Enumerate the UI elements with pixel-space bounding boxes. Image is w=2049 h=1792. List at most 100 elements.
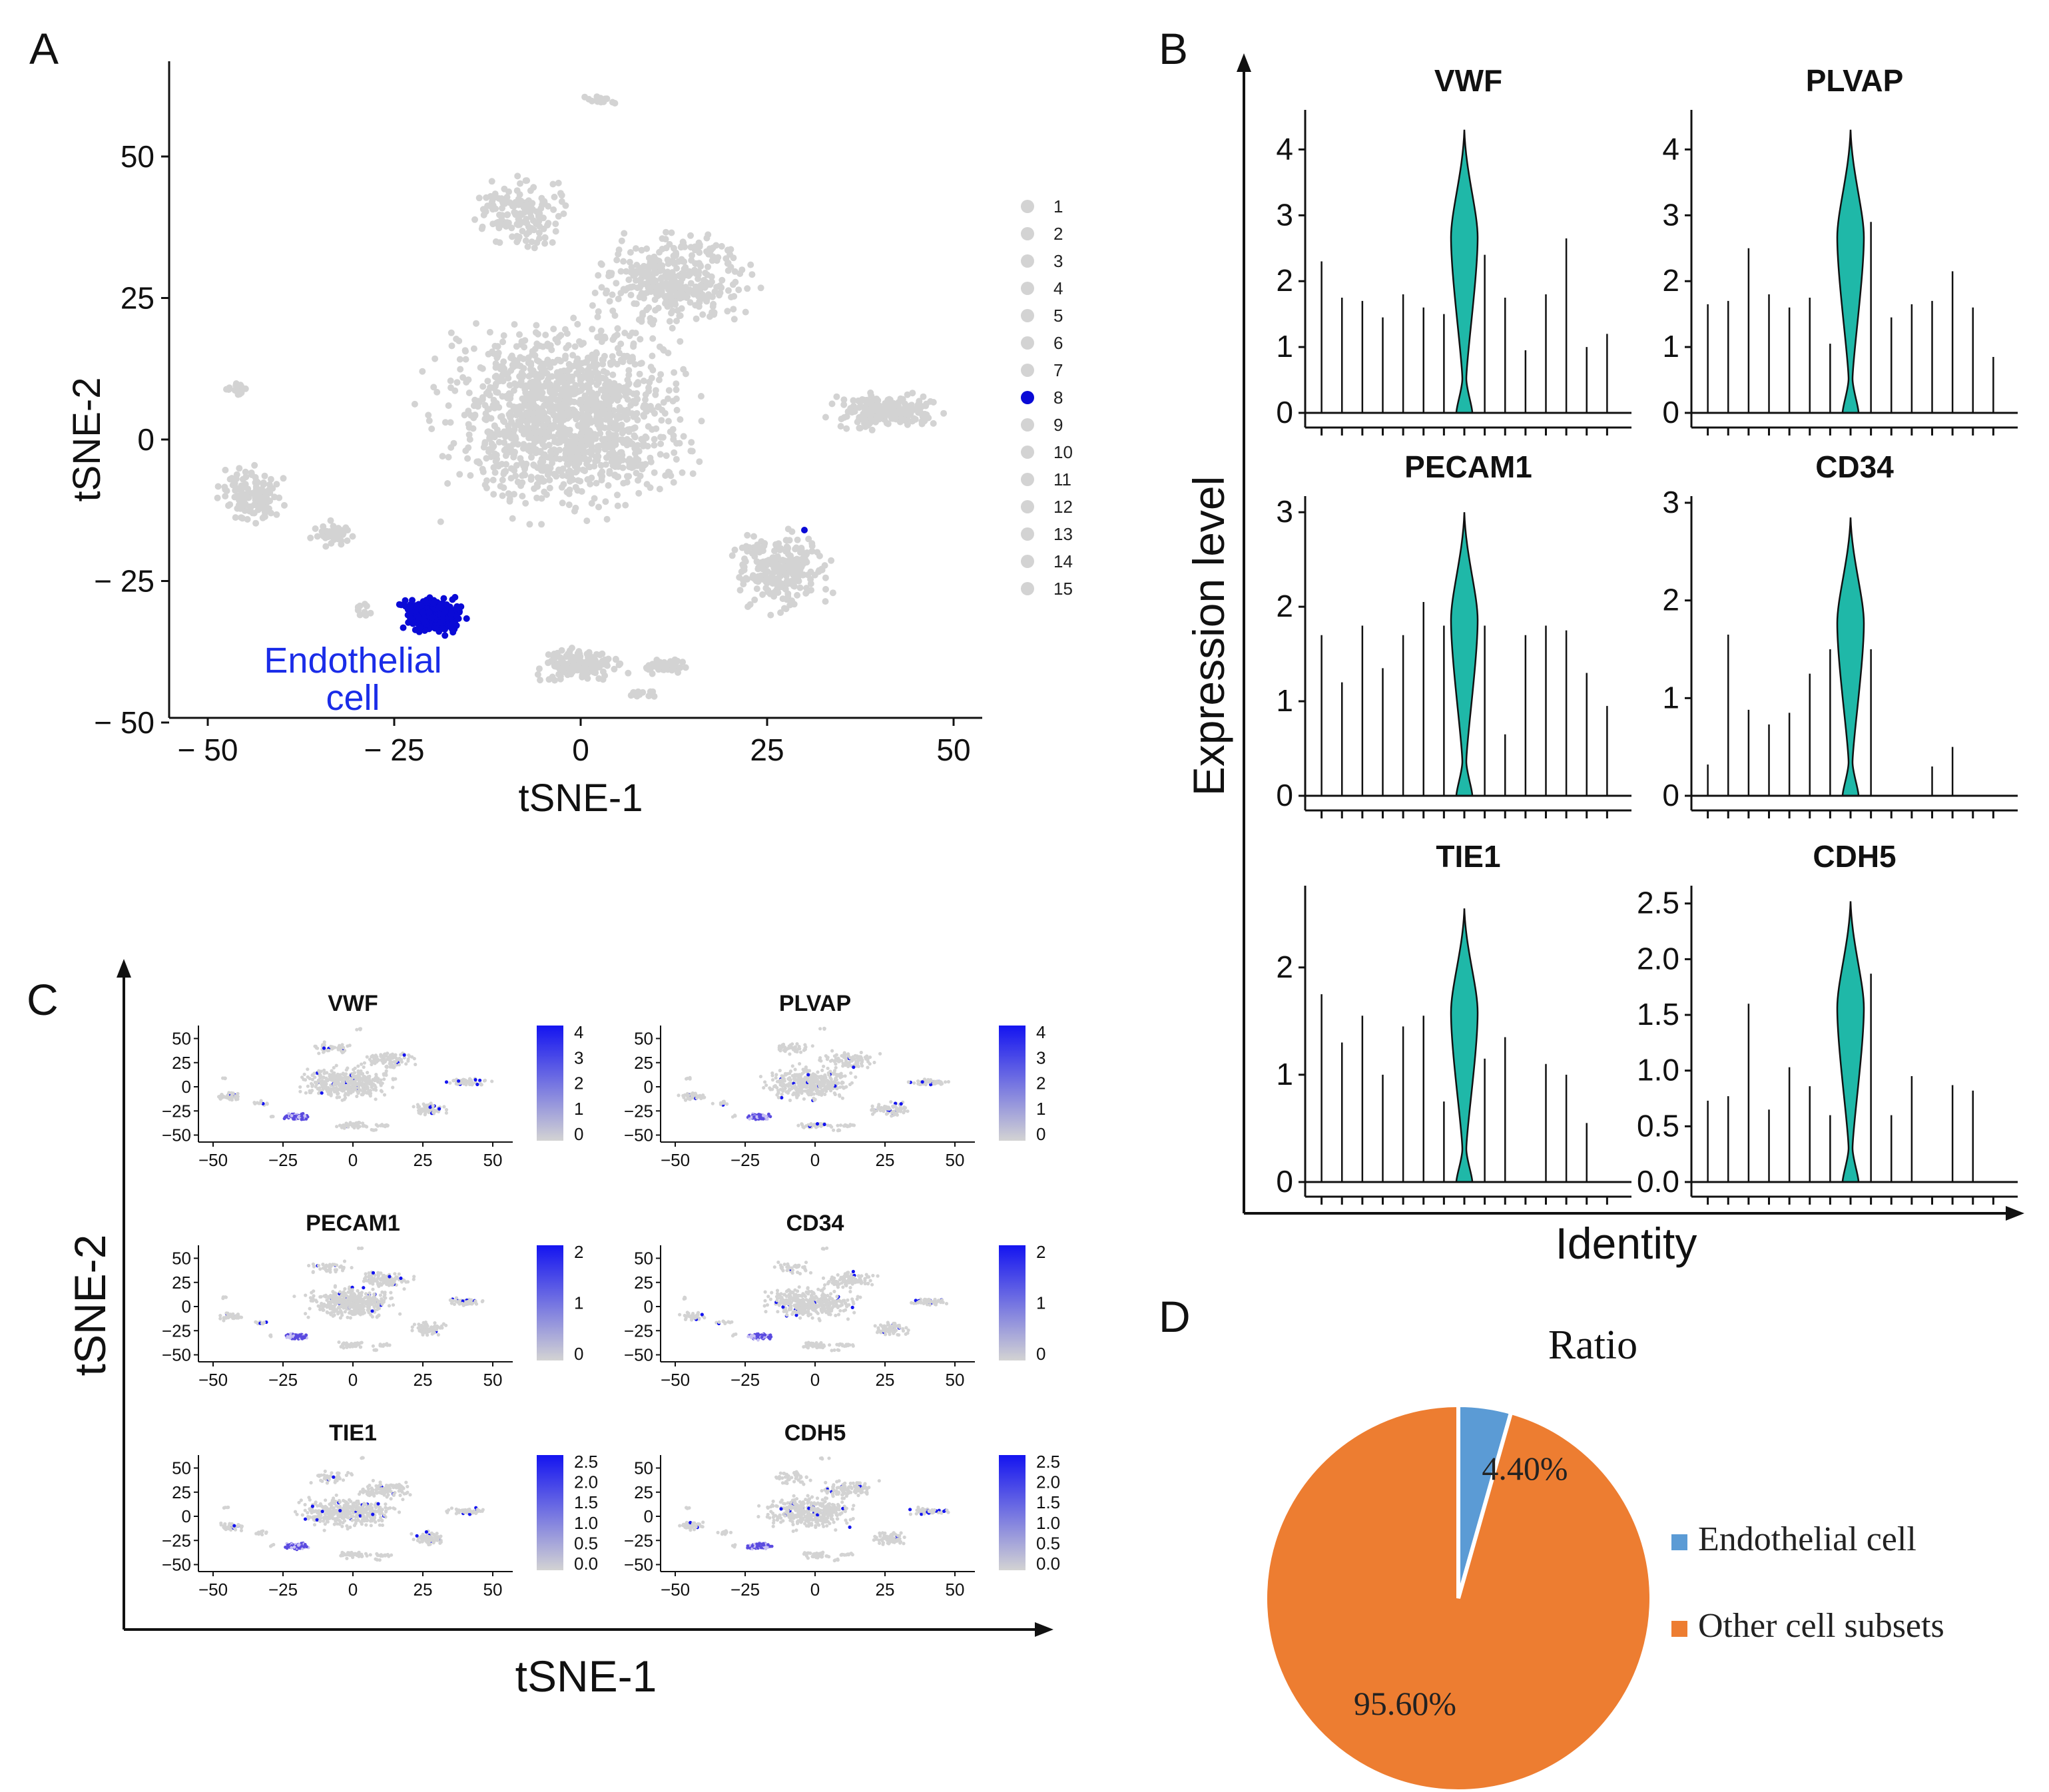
cell-point: [829, 589, 836, 597]
cell-point: [687, 448, 695, 455]
cell-point: [651, 469, 658, 476]
legend-label: 9: [1053, 415, 1063, 435]
cell-point: [605, 383, 612, 390]
cell-point: [500, 484, 507, 491]
colorbar-tick-label: 2: [574, 1073, 583, 1093]
feature-cell-point: [798, 1061, 802, 1066]
cell-point: [606, 405, 613, 412]
cell-point: [609, 291, 616, 298]
cell-point: [669, 324, 676, 332]
feature-cell-point: [394, 1059, 398, 1063]
cell-point: [280, 475, 287, 482]
cell-point: [546, 476, 553, 483]
cell-point: [652, 391, 659, 398]
cell-point: [261, 472, 268, 479]
cell-point: [492, 364, 499, 371]
colorbar-tick-label: 3: [574, 1047, 583, 1067]
cell-point: [705, 231, 712, 238]
feature-cell-point: [813, 1073, 817, 1077]
cell-point: [674, 307, 681, 314]
cell-point: [709, 257, 716, 264]
cell-point: [649, 335, 657, 342]
violin-shape-highlight: [1836, 901, 1865, 1183]
cell-point: [639, 310, 647, 317]
feature-cell-point: [339, 1075, 343, 1079]
cell-point: [615, 246, 623, 254]
cell-point: [731, 546, 738, 553]
feature-cell-point: [300, 1075, 304, 1079]
cell-point: [514, 441, 521, 448]
cell-point: [553, 455, 560, 462]
cell-point: [481, 439, 489, 446]
cell-point: [222, 486, 229, 493]
cell-point: [516, 331, 523, 338]
cell-point: [493, 372, 500, 380]
feature-cell-point: [916, 1079, 920, 1083]
legend-label: 14: [1053, 551, 1073, 571]
cell-point: [633, 469, 640, 477]
feature-endothelial-point: [292, 1117, 295, 1121]
cell-point: [533, 494, 541, 501]
feature-cell-point: [399, 1053, 403, 1057]
cell-point: [555, 212, 562, 220]
feature-cell-point: [372, 1087, 376, 1091]
feature-cell-point: [473, 1077, 477, 1082]
cell-point: [535, 665, 543, 673]
feature-cell-point: [362, 1061, 367, 1065]
cell-point: [531, 244, 538, 252]
feature-gene-title: PLVAP: [779, 991, 851, 1016]
cell-point: [456, 356, 463, 363]
feature-cell-point: [906, 1080, 910, 1084]
feature-cell-point: [356, 1064, 360, 1068]
feature-cell-point: [812, 1085, 816, 1090]
feature-cell-point: [358, 1076, 362, 1081]
cell-point: [868, 392, 875, 400]
violin-gene-title: PECAM1: [1404, 449, 1532, 484]
cell-point: [542, 332, 549, 338]
violin-y-tick-label: 1: [1276, 329, 1293, 364]
cell-point: [595, 503, 602, 511]
cell-point: [619, 456, 627, 463]
cell-point: [651, 278, 659, 285]
cell-point: [762, 571, 768, 578]
cell-point: [555, 406, 561, 413]
cell-point: [632, 450, 639, 457]
cell-point: [538, 475, 545, 482]
cell-point: [523, 420, 531, 427]
feature-cell-point: [392, 1065, 396, 1069]
cell-point: [744, 285, 751, 292]
cell-point: [555, 356, 563, 364]
cell-point: [461, 347, 469, 354]
cell-point: [537, 677, 543, 684]
violin-y-tick-label: 2: [1276, 263, 1293, 298]
violin-shape-highlight: [1450, 512, 1479, 797]
cell-point: [622, 501, 629, 509]
cell-point: [679, 294, 687, 301]
cell-point: [591, 396, 598, 403]
cell-point: [925, 414, 932, 422]
cell-point: [520, 462, 527, 469]
cell-point: [488, 440, 495, 448]
cell-point: [598, 284, 605, 291]
cell-point: [527, 209, 534, 216]
feature-cell-point: [838, 1073, 842, 1077]
cell-point: [822, 574, 829, 581]
cell-point: [754, 573, 762, 580]
cell-point: [668, 229, 675, 236]
cell-point: [487, 446, 495, 453]
feature-cell-point: [332, 1077, 336, 1081]
cell-point: [314, 533, 321, 540]
cell-point: [549, 459, 556, 467]
feature-cell-point: [414, 1062, 418, 1067]
endothelial-point: [441, 632, 449, 639]
cell-point: [751, 596, 758, 603]
feature-cell-point: [367, 1089, 371, 1093]
cell-point: [804, 587, 812, 595]
colorbar-tick-label: 1: [574, 1099, 583, 1119]
violin-y-tick-label: 3: [1662, 197, 1679, 232]
cell-point: [555, 430, 562, 438]
feature-cell-point: [345, 1122, 350, 1126]
cell-point: [485, 406, 493, 413]
cell-point: [611, 665, 618, 673]
